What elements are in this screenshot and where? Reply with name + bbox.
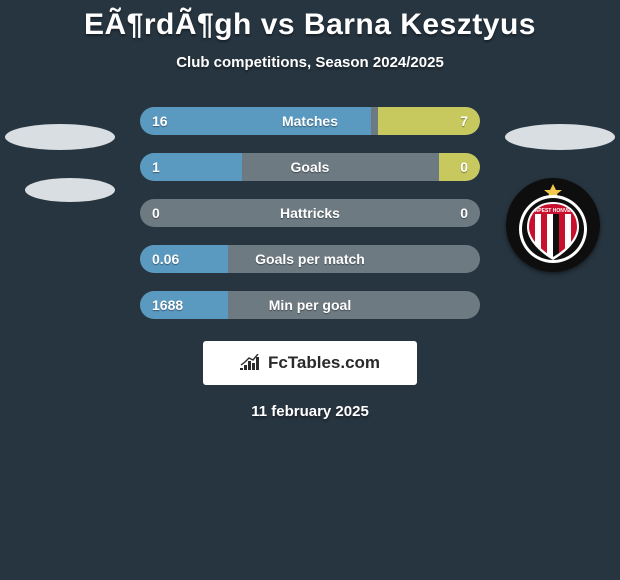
bar-chart-icon (240, 354, 262, 372)
watermark[interactable]: FcTables.com (203, 341, 417, 385)
club-crest: BUDAPEST HONVÉD FC (506, 178, 600, 272)
stat-row: 1688Min per goal (140, 291, 480, 319)
stat-label: Goals (140, 159, 480, 175)
right-avatar-ellipse-1 (505, 124, 615, 150)
stat-label: Matches (140, 113, 480, 129)
honved-crest-icon: BUDAPEST HONVÉD FC (512, 184, 594, 266)
stat-row: 0.06Goals per match (140, 245, 480, 273)
stat-row: 1Goals0 (140, 153, 480, 181)
date-text: 11 february 2025 (0, 403, 620, 420)
stat-row: 16Matches7 (140, 107, 480, 135)
stat-row: 0Hattricks0 (140, 199, 480, 227)
watermark-text: FcTables.com (268, 353, 380, 373)
page-title: EÃ¶rdÃ¶gh vs Barna Kesztyus (0, 0, 620, 42)
subtitle: Club competitions, Season 2024/2025 (0, 54, 620, 71)
left-avatar-ellipse-2 (25, 178, 115, 202)
stat-label: Min per goal (140, 297, 480, 313)
stat-label: Hattricks (140, 205, 480, 221)
stat-label: Goals per match (140, 251, 480, 267)
left-avatar-ellipse-1 (5, 124, 115, 150)
